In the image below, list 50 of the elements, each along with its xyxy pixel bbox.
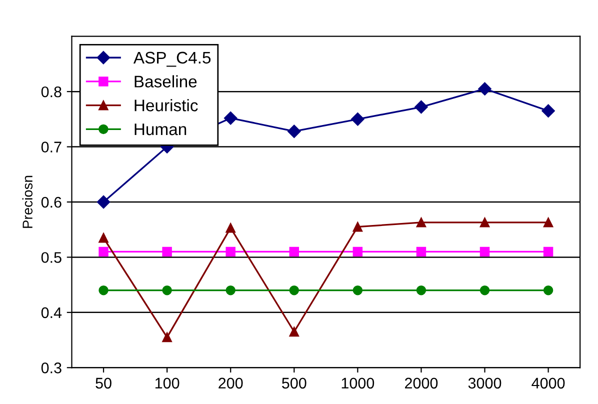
x-tick-label: 50 xyxy=(96,378,112,389)
point xyxy=(226,285,236,296)
point xyxy=(543,218,554,228)
y-tick-label: 0.5 xyxy=(41,252,62,263)
point xyxy=(224,111,238,125)
point xyxy=(226,246,236,257)
point xyxy=(351,112,364,126)
x-tick-label: 3000 xyxy=(468,378,502,389)
point xyxy=(226,223,236,233)
point xyxy=(543,246,554,257)
point xyxy=(162,332,172,342)
y-tick-label: 0.7 xyxy=(41,142,62,152)
point xyxy=(416,246,426,257)
y-axis-title: Preciosn xyxy=(22,176,32,228)
y-tick-label: 0.4 xyxy=(41,307,62,318)
x-tick-label: 4000 xyxy=(532,378,565,389)
point xyxy=(480,246,490,257)
point xyxy=(96,195,110,209)
legend-label: ASP_C4.5 xyxy=(133,52,211,67)
point xyxy=(480,285,490,296)
y-tick-label: 0.3 xyxy=(41,362,62,374)
x-tick-label: 2000 xyxy=(404,378,438,389)
point xyxy=(352,246,363,257)
point xyxy=(98,246,108,257)
point xyxy=(543,285,554,296)
x-tick-label: 100 xyxy=(155,378,180,389)
legend-label: Heuristic xyxy=(134,99,198,112)
point xyxy=(98,285,108,296)
point xyxy=(542,104,555,118)
point xyxy=(416,218,426,228)
legend-label: Human xyxy=(134,124,186,136)
x-tick-label: 200 xyxy=(218,378,243,389)
point xyxy=(98,233,108,243)
point xyxy=(288,124,301,138)
point xyxy=(352,285,363,296)
point xyxy=(416,285,426,296)
point xyxy=(289,285,300,296)
legend-label: Baseline xyxy=(134,75,197,88)
point xyxy=(480,218,490,228)
point xyxy=(289,326,300,337)
point xyxy=(289,246,300,257)
point xyxy=(478,82,492,96)
point xyxy=(162,285,172,296)
point xyxy=(162,246,172,257)
y-tick-label: 0.8 xyxy=(41,86,62,98)
point xyxy=(352,222,363,232)
point xyxy=(414,100,428,114)
y-tick-label: 0.6 xyxy=(41,196,62,208)
x-tick-label: 500 xyxy=(282,378,306,389)
x-tick-label: 1000 xyxy=(342,378,374,389)
